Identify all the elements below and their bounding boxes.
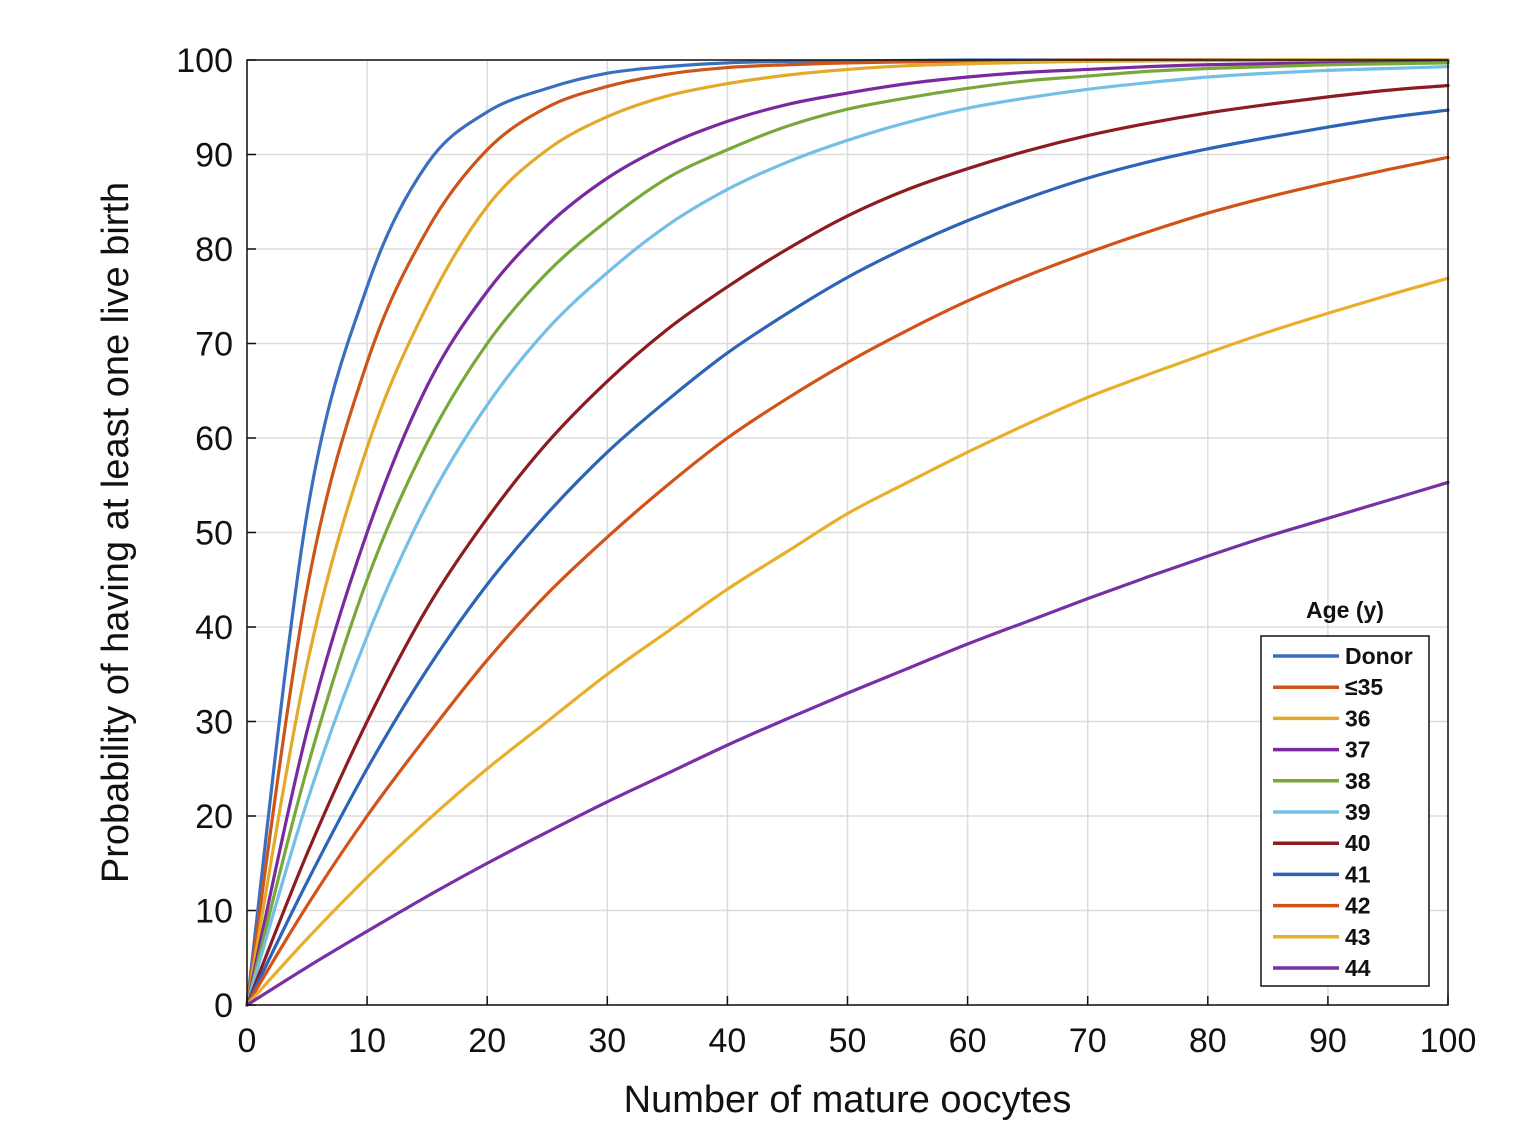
x-axis-ticks: 0 10 20 30 40 50 60 70 80 90 100	[238, 996, 1477, 1060]
series-line-4	[245, 60, 1450, 1007]
legend-label: 39	[1345, 799, 1371, 825]
y-axis-ticks: 0 10 20 30 40 50 60 70 80 90 100	[176, 42, 256, 1025]
legend-items: Donor ≤35 36 37 38 39 40 41 42 43 44	[1273, 643, 1413, 981]
x-tick-label: 10	[348, 1022, 386, 1060]
legend-label: 43	[1345, 924, 1371, 950]
series-line-5	[245, 61, 1450, 1007]
legend-item: 43	[1273, 924, 1371, 950]
x-tick-label: 0	[238, 1022, 257, 1060]
legend-item: 41	[1273, 861, 1371, 887]
series-line-11	[245, 480, 1450, 1007]
legend-title: Age (y)	[1306, 597, 1384, 623]
legend-item: 44	[1273, 955, 1371, 981]
x-tick-label: 100	[1420, 1022, 1477, 1060]
series-line-6	[245, 65, 1450, 1007]
x-tick-label: 70	[1069, 1022, 1107, 1060]
x-tick-label: 50	[829, 1022, 867, 1060]
y-tick-label: 10	[195, 893, 233, 931]
legend-item: 37	[1273, 737, 1371, 763]
legend-item: 42	[1273, 893, 1371, 919]
series-line-8	[245, 108, 1450, 1007]
legend: Age (y) Donor ≤35 36 37 38 39 40 41 42 43 44	[1260, 597, 1430, 987]
legend-label: 36	[1345, 705, 1371, 731]
legend-item: 39	[1273, 799, 1371, 825]
legend-label: 41	[1345, 861, 1371, 887]
y-tick-label: 20	[195, 798, 233, 836]
legend-item: 36	[1273, 705, 1371, 731]
y-axis-label: Probability of having at least one live …	[95, 182, 137, 883]
legend-item: 38	[1273, 768, 1371, 794]
y-tick-label: 50	[195, 515, 233, 553]
y-tick-label: 60	[195, 420, 233, 458]
legend-label: ≤35	[1345, 674, 1383, 700]
legend-item: ≤35	[1273, 674, 1383, 700]
x-tick-label: 20	[468, 1022, 506, 1060]
y-tick-label: 100	[176, 42, 233, 80]
legend-label: 44	[1345, 955, 1371, 981]
series-line-7	[245, 83, 1450, 1007]
x-tick-label: 60	[949, 1022, 987, 1060]
legend-label: 38	[1345, 768, 1371, 794]
y-tick-label: 70	[195, 326, 233, 364]
legend-item: Donor	[1273, 643, 1413, 669]
legend-label: Donor	[1345, 643, 1413, 669]
y-tick-label: 40	[195, 609, 233, 647]
x-tick-label: 90	[1309, 1022, 1347, 1060]
legend-label: 40	[1345, 830, 1371, 856]
y-tick-label: 0	[214, 987, 233, 1025]
y-tick-label: 80	[195, 231, 233, 269]
x-tick-label: 80	[1189, 1022, 1227, 1060]
legend-label: 42	[1345, 893, 1371, 919]
x-tick-label: 40	[708, 1022, 746, 1060]
series-line-10	[245, 276, 1450, 1007]
legend-label: 37	[1345, 737, 1371, 763]
x-axis-label: Number of mature oocytes	[624, 1079, 1072, 1121]
series-line-9	[245, 155, 1450, 1007]
x-tick-label: 30	[588, 1022, 626, 1060]
y-tick-label: 90	[195, 137, 233, 175]
y-tick-label: 30	[195, 704, 233, 742]
legend-item: 40	[1273, 830, 1371, 856]
